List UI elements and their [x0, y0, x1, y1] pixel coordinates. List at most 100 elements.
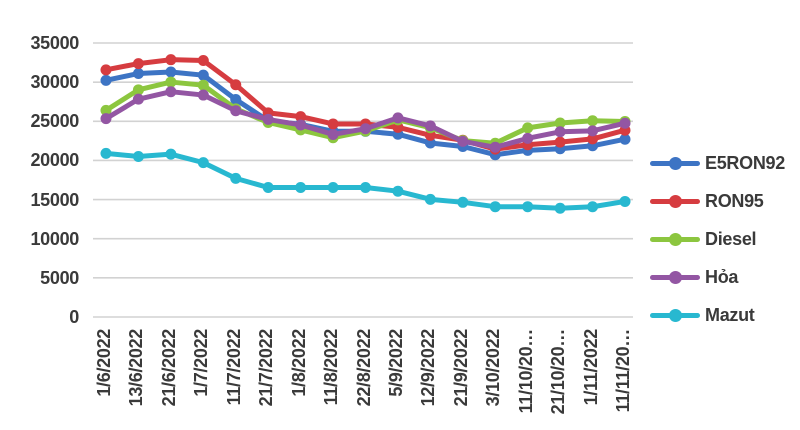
data-point-diesel — [554, 117, 566, 129]
data-point-hoa — [392, 112, 404, 124]
data-point-e5ron92 — [619, 133, 631, 145]
legend-label: RON95 — [705, 190, 764, 211]
data-point-diesel — [100, 104, 112, 116]
data-point-ron95 — [230, 79, 242, 91]
data-point-diesel — [522, 122, 534, 134]
legend-line-marker-icon — [650, 270, 700, 284]
data-point-ron95 — [327, 118, 339, 130]
data-point-mazut — [619, 195, 631, 207]
data-point-mazut — [197, 157, 209, 169]
data-point-mazut — [587, 201, 599, 213]
data-point-hoa — [554, 126, 566, 138]
data-point-hoa — [262, 113, 274, 125]
data-point-hoa — [489, 141, 501, 153]
y-tick-label: 5000 — [40, 267, 79, 288]
data-point-hoa — [424, 120, 436, 132]
legend-label: Mazut — [705, 304, 755, 325]
data-point-ron95 — [424, 129, 436, 141]
x-tick-label: 12/9/2022 — [418, 329, 439, 407]
legend-line-marker-icon — [650, 232, 700, 246]
data-point-mazut — [262, 182, 274, 194]
data-point-hoa — [230, 105, 242, 117]
data-point-e5ron92 — [197, 69, 209, 81]
data-point-ron95 — [197, 55, 209, 67]
data-point-ron95 — [587, 133, 599, 145]
data-point-hoa — [360, 123, 371, 135]
data-point-mazut — [327, 182, 339, 194]
x-tick-label: 11/11/20… — [613, 329, 633, 413]
x-tick-label: 21/7/2022 — [256, 329, 277, 407]
x-tick-label: 13/6/2022 — [126, 329, 147, 407]
data-point-mazut — [132, 151, 144, 163]
data-point-diesel — [132, 84, 144, 96]
data-point-hoa — [619, 117, 631, 129]
x-tick-label: 1/7/2022 — [191, 329, 212, 397]
y-tick-label: 25000 — [30, 111, 79, 132]
data-point-e5ron92 — [165, 66, 177, 78]
legend-marker-dot — [669, 195, 682, 208]
x-tick-label: 11/8/2022 — [321, 329, 342, 406]
y-tick-label: 20000 — [30, 150, 79, 171]
data-point-hoa — [165, 86, 177, 98]
y-tick-label: 10000 — [30, 228, 79, 249]
data-point-e5ron92 — [132, 67, 144, 79]
x-tick-label: 21/6/2022 — [158, 329, 179, 407]
legend-item-ron95: RON95 — [650, 189, 764, 213]
data-point-mazut — [424, 193, 436, 205]
legend-label: Hỏa — [705, 266, 739, 287]
x-tick-label: 21/9/2022 — [450, 329, 471, 407]
data-point-e5ron92 — [100, 74, 112, 86]
legend-marker-dot — [669, 233, 682, 246]
x-tick-label: 5/9/2022 — [385, 329, 406, 397]
x-tick-label: 1/11/2022 — [580, 329, 601, 406]
y-tick-label: 35000 — [30, 33, 79, 53]
data-point-hoa — [295, 119, 307, 131]
data-point-ron95 — [165, 54, 177, 66]
data-point-diesel — [197, 79, 209, 91]
legend-marker-dot — [669, 157, 682, 170]
x-tick-label: 1/8/2022 — [288, 329, 309, 397]
legend-marker-dot — [669, 271, 682, 284]
data-point-hoa — [457, 135, 469, 147]
legend-line-marker-icon — [650, 156, 700, 170]
data-point-ron95 — [100, 64, 112, 76]
x-tick-label: 3/10/2022 — [483, 329, 504, 407]
data-point-mazut — [392, 185, 404, 197]
data-point-diesel — [165, 76, 177, 88]
legend-item-diesel: Diesel — [650, 227, 757, 251]
data-point-mazut — [165, 148, 177, 160]
y-tick-label: 30000 — [30, 72, 79, 93]
data-point-mazut — [230, 172, 242, 184]
data-point-hoa — [587, 125, 599, 137]
x-tick-label: 11/7/2022 — [223, 329, 244, 406]
data-point-hoa — [522, 132, 534, 144]
legend-item-e5ron92: E5RON92 — [650, 151, 785, 175]
data-point-mazut — [554, 202, 566, 214]
data-point-e5ron92 — [230, 94, 242, 106]
data-point-mazut — [457, 196, 469, 208]
data-point-ron95 — [295, 111, 307, 123]
data-point-ron95 — [554, 136, 566, 148]
data-point-mazut — [100, 147, 112, 159]
legend-marker-dot — [669, 309, 682, 322]
legend-label: E5RON92 — [705, 152, 785, 173]
data-point-hoa — [132, 93, 144, 105]
legend-item-mazut: Mazut — [650, 303, 755, 327]
x-tick-label: 21/10/20… — [548, 329, 569, 415]
legend-line-marker-icon — [650, 308, 700, 322]
data-point-ron95 — [132, 58, 144, 70]
x-tick-label: 1/6/2022 — [94, 329, 114, 397]
data-point-mazut — [295, 182, 307, 194]
data-point-hoa — [100, 113, 112, 125]
data-point-mazut — [360, 182, 371, 194]
data-point-mazut — [489, 201, 501, 213]
data-point-hoa — [197, 89, 209, 101]
x-tick-label: 22/8/2022 — [353, 329, 374, 407]
data-point-diesel — [587, 115, 599, 127]
legend-item-hoa: Hỏa — [650, 265, 738, 289]
data-point-mazut — [522, 201, 534, 213]
legend-line-marker-icon — [650, 194, 700, 208]
y-tick-label: 15000 — [30, 189, 79, 210]
